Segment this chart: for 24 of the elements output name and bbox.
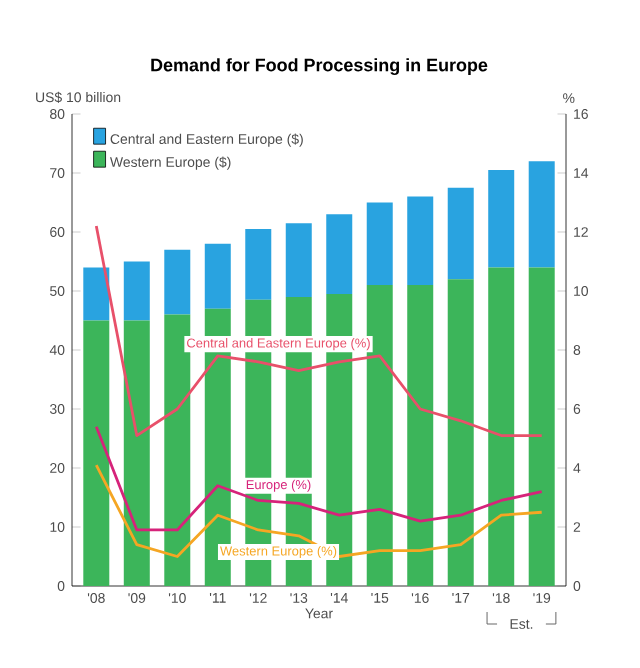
- line-series: [94, 463, 544, 558]
- bar: [326, 214, 353, 294]
- bar: [83, 320, 110, 586]
- bar: [488, 170, 515, 268]
- bar: [366, 285, 393, 586]
- bar: [407, 196, 434, 286]
- line-series: [94, 425, 544, 532]
- bar: [285, 223, 312, 297]
- bar: [123, 261, 150, 321]
- bar: [204, 243, 231, 309]
- bar: [366, 202, 393, 286]
- bar: [528, 161, 555, 268]
- line-series: [94, 224, 544, 437]
- bar: [407, 285, 434, 586]
- bar: [447, 279, 474, 586]
- bar: [245, 229, 272, 300]
- bar: [488, 267, 515, 586]
- bar: [447, 187, 474, 280]
- bar: [164, 249, 191, 315]
- bar: [83, 267, 110, 321]
- bar: [528, 267, 555, 586]
- chart-title: Demand for Food Processing in Europe: [151, 58, 488, 76]
- bar: [123, 320, 150, 586]
- bar: [164, 314, 191, 586]
